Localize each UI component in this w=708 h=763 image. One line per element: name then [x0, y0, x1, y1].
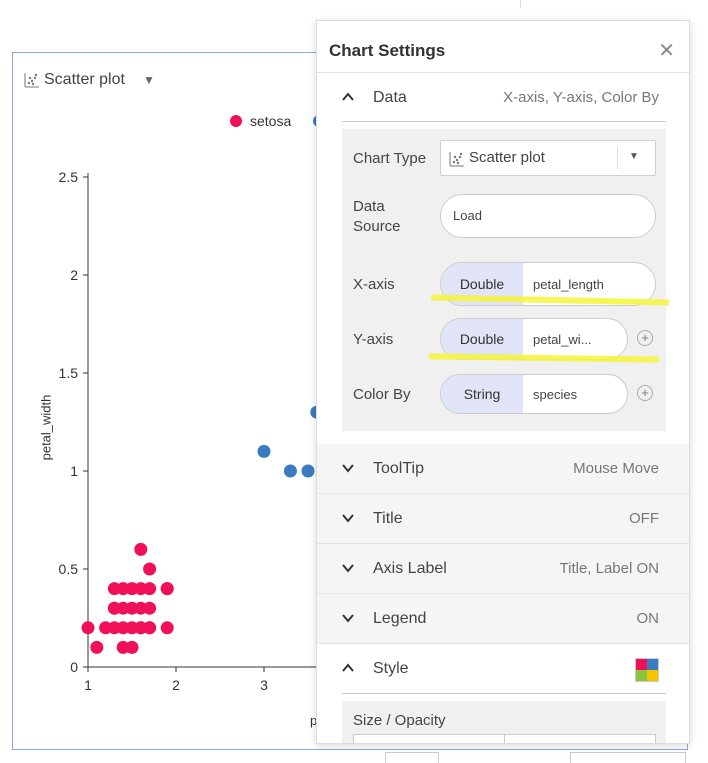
settings-header: Chart Settings ✕: [317, 21, 689, 73]
chevron-down-icon: [341, 561, 355, 578]
section-title: Title: [373, 510, 403, 527]
data-point: [134, 542, 148, 556]
y-tick-label: 1.5: [59, 365, 79, 381]
data-point: [143, 621, 157, 635]
x-axis-field-name: petal_length: [533, 276, 604, 292]
color-by-field-name: species: [533, 386, 578, 402]
size-input[interactable]: [353, 734, 505, 743]
y-axis-title: petal_width: [38, 394, 54, 461]
divider: [520, 0, 521, 8]
legend-label-setosa: setosa: [250, 113, 292, 129]
y-tick-label: 2.5: [59, 169, 79, 185]
x-tick-label: 2: [172, 677, 180, 693]
data-point: [143, 582, 157, 596]
chevron-down-icon: [341, 511, 355, 528]
chevron-down-icon: [341, 461, 355, 478]
chart-type-select[interactable]: Scatter plot ▼: [440, 140, 656, 176]
add-y-axis-plus-icon[interactable]: +: [637, 330, 653, 346]
scatter-icon: [24, 73, 39, 88]
y-axis-label: Y-axis: [353, 331, 394, 348]
chart-type-dropdown[interactable]: Scatter plot ▼: [24, 68, 155, 92]
section-title[interactable]: Title OFF: [317, 494, 689, 544]
y-tick-label: 1: [70, 463, 78, 479]
caret-down-icon: ▼: [142, 73, 155, 87]
legend-swatch-setosa: [230, 115, 242, 127]
chevron-down-icon: [341, 611, 355, 628]
add-color-by-plus-icon[interactable]: +: [637, 385, 653, 401]
y-tick-label: 0: [70, 659, 78, 675]
data-point: [90, 640, 104, 654]
data-point: [143, 601, 157, 615]
y-tick-label: 0.5: [59, 561, 79, 577]
data-point: [160, 582, 174, 596]
chart-type-label: Chart Type: [353, 150, 427, 167]
color-palette-icon[interactable]: [635, 658, 659, 682]
section-title: Legend: [373, 610, 427, 627]
y-axis-type: Double: [441, 319, 523, 359]
data-source-label-line1: Data: [353, 198, 385, 215]
divider: [342, 693, 666, 694]
section-legend[interactable]: Legend ON: [317, 594, 689, 644]
section-summary: Mouse Move: [573, 460, 659, 477]
bottom-control: [385, 752, 439, 763]
data-source-value: Load: [453, 208, 482, 223]
caret-down-icon: ▼: [629, 151, 639, 162]
section-summary: OFF: [629, 510, 659, 527]
data-point: [257, 444, 271, 458]
x-tick-label: 3: [260, 677, 268, 693]
x-axis-title: p: [310, 713, 318, 728]
size-opacity-label: Size / Opacity: [353, 712, 446, 729]
section-data-summary: X-axis, Y-axis, Color By: [503, 89, 659, 106]
color-by-field[interactable]: String species: [440, 374, 628, 414]
settings-title: Chart Settings: [329, 41, 446, 60]
section-summary: ON: [636, 610, 660, 627]
data-point: [143, 562, 157, 576]
section-summary: Title, Label ON: [559, 560, 660, 577]
size-opacity-box: Size / Opacity: [342, 701, 666, 743]
data-point: [301, 464, 315, 478]
data-source-label-line2: Source: [353, 218, 401, 235]
chevron-up-icon: [341, 90, 355, 107]
data-point: [107, 582, 121, 596]
section-title: ToolTip: [373, 460, 424, 477]
section-data-title: Data: [373, 89, 407, 106]
data-source-button[interactable]: Load: [440, 194, 656, 238]
x-tick-label: 1: [84, 677, 92, 693]
section-title: Axis Label: [373, 560, 447, 577]
y-axis-field-name: petal_wi...: [533, 331, 592, 347]
x-axis-label: X-axis: [353, 276, 395, 293]
bottom-control: [570, 752, 686, 763]
data-settings-box: Chart Type Scatter plot ▼ Data Source Lo…: [342, 129, 666, 431]
section-data[interactable]: Data X-axis, Y-axis, Color By: [317, 73, 689, 123]
y-tick-label: 2: [70, 267, 78, 283]
data-point: [160, 621, 174, 635]
data-point: [283, 464, 297, 478]
close-icon[interactable]: ✕: [658, 40, 675, 62]
chart-type-value: Scatter plot: [469, 149, 545, 166]
chart-settings-panel: Chart Settings ✕ Data X-axis, Y-axis, Co…: [316, 20, 690, 744]
color-by-label: Color By: [353, 386, 411, 403]
section-axis-label[interactable]: Axis Label Title, Label ON: [317, 544, 689, 594]
scatter-icon: [449, 152, 464, 167]
data-point: [107, 601, 121, 615]
opacity-input[interactable]: [504, 734, 656, 743]
divider: [617, 147, 618, 169]
color-by-type: String: [441, 375, 523, 413]
data-point: [81, 621, 95, 635]
chevron-up-icon: [341, 661, 355, 678]
section-style[interactable]: Style: [317, 644, 689, 694]
divider: [342, 121, 666, 122]
section-tooltip[interactable]: ToolTip Mouse Move: [317, 444, 689, 494]
data-point: [125, 640, 139, 654]
chart-type-label: Scatter plot: [44, 71, 125, 88]
section-style-title: Style: [373, 660, 409, 677]
